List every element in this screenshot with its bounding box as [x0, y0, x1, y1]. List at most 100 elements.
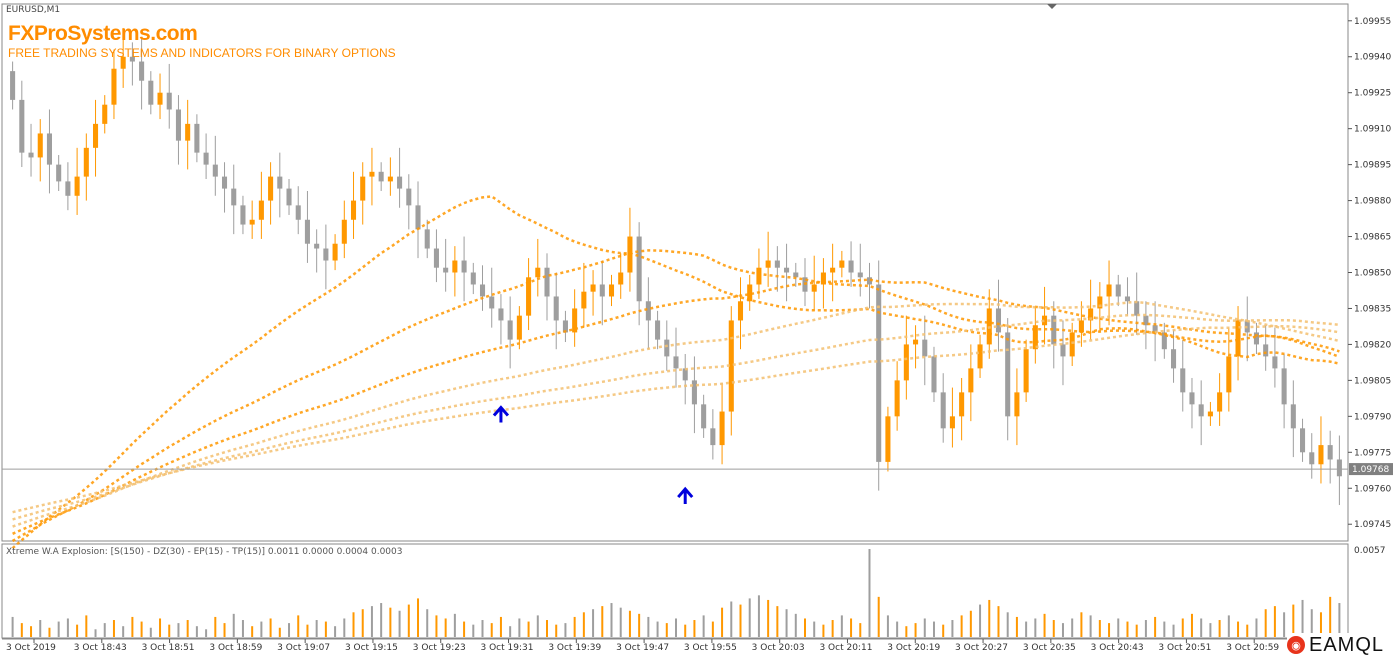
candle-body — [341, 219, 347, 244]
candle-body — [286, 188, 292, 206]
candle-body — [820, 272, 826, 285]
candle-body — [304, 219, 310, 244]
candle-body — [655, 320, 661, 340]
main-panel — [1, 3, 1349, 542]
candle-body — [1134, 301, 1140, 316]
candle-body — [19, 99, 25, 153]
candle-body — [194, 123, 200, 153]
indicator-label: Xtreme W.A Explosion: [S(150) - DZ(30) -… — [6, 547, 403, 557]
candle-body — [830, 267, 836, 273]
candle-body — [811, 284, 817, 292]
candle-body — [231, 188, 237, 206]
candle-body — [903, 344, 909, 381]
candle-body — [765, 260, 771, 268]
candle-body — [1051, 315, 1057, 345]
candle-body — [489, 296, 495, 309]
candle-body — [618, 272, 624, 285]
candle-body — [314, 243, 320, 249]
candle-body — [747, 284, 753, 302]
candle-body — [249, 219, 255, 225]
candle-body — [1290, 404, 1296, 429]
time-tick-label: 3 Oct 20:35 — [1023, 643, 1076, 653]
time-tick-label: 3 Oct 20:03 — [752, 643, 805, 653]
candle-body — [968, 368, 974, 393]
candle-body — [737, 301, 744, 321]
watermark-text: EAMQL — [1309, 633, 1385, 656]
candle-body — [203, 152, 209, 165]
candle-body — [28, 152, 34, 158]
price-tick-label: 1.09895 — [1354, 161, 1391, 171]
candle-body — [1235, 320, 1241, 357]
candle-body — [1088, 308, 1094, 321]
candle-body — [295, 205, 301, 220]
candle-body — [277, 176, 283, 189]
candle-body — [470, 272, 476, 285]
price-tick-label: 1.09850 — [1354, 269, 1391, 279]
candle-body — [701, 404, 707, 429]
time-tick-label: 3 Oct 19:31 — [481, 643, 534, 653]
candle-body — [1005, 332, 1011, 417]
candle-body — [913, 339, 919, 345]
indicator-max-label: 0.0057 — [1354, 546, 1386, 556]
candle-body — [645, 301, 651, 321]
candle-body — [268, 176, 274, 201]
candle-body — [691, 380, 697, 405]
price-tick-label: 1.09955 — [1354, 17, 1391, 27]
candle-body — [378, 171, 384, 182]
price-tick-label: 1.09805 — [1354, 376, 1391, 386]
time-tick-label: 3 Oct 19:39 — [548, 643, 601, 653]
candle-body — [977, 344, 983, 369]
candle-body — [719, 411, 725, 446]
candle-body — [1161, 332, 1167, 350]
candle-body — [332, 243, 338, 261]
candle-body — [636, 236, 642, 302]
current-price-label: 1.09768 — [1352, 465, 1389, 475]
time-tick-label: 3 Oct 18:51 — [142, 643, 195, 653]
candle-body — [323, 248, 329, 261]
time-tick-label: 3 Oct 19:47 — [616, 643, 669, 653]
time-tick-label: 3 Oct 19:55 — [684, 643, 737, 653]
candle-body — [1078, 320, 1084, 333]
candle-body — [120, 56, 126, 69]
time-tick-label: 3 Oct 19:07 — [277, 643, 330, 653]
candle-body — [526, 277, 532, 316]
candle-body — [415, 205, 421, 230]
candle-body — [1143, 315, 1149, 326]
candle-body — [857, 272, 863, 278]
candle-body — [1069, 332, 1075, 357]
candle-body — [1042, 315, 1048, 326]
candle-body — [1060, 344, 1066, 357]
candle-body — [1106, 284, 1112, 297]
candle-body — [479, 284, 486, 297]
candle-body — [10, 71, 16, 100]
candle-body — [139, 61, 145, 81]
price-tick-label: 1.09820 — [1354, 340, 1391, 350]
candle-body — [37, 133, 43, 158]
candle-body — [599, 284, 605, 297]
candle-body — [397, 176, 403, 189]
candle-body — [682, 368, 688, 381]
candle-body — [1272, 356, 1278, 369]
candle-body — [424, 229, 430, 249]
brand-title: FXProSystems.com — [8, 22, 198, 45]
candle-body — [1281, 368, 1287, 405]
time-tick-label: 3 Oct 20:43 — [1091, 643, 1144, 653]
candle-body — [129, 56, 135, 62]
candle-body — [221, 176, 228, 189]
buy-arrow-icon — [677, 486, 694, 505]
price-tick-label: 1.09910 — [1354, 125, 1391, 135]
symbol-label: EURUSD,M1 — [6, 5, 61, 15]
candle-body — [175, 109, 181, 141]
ma-dashed-line — [12, 278, 1340, 535]
candle-body — [148, 80, 154, 105]
candle-body — [553, 296, 559, 321]
time-tick-label: 3 Oct 2019 — [6, 643, 56, 653]
time-tick-label: 3 Oct 19:15 — [345, 643, 398, 653]
candle-body — [1115, 284, 1121, 297]
candle-body — [793, 272, 799, 278]
candle-body — [452, 260, 458, 273]
candle-body — [102, 104, 108, 124]
candle-body — [1253, 332, 1260, 345]
candle-body — [56, 164, 62, 182]
candle-body — [848, 260, 854, 273]
